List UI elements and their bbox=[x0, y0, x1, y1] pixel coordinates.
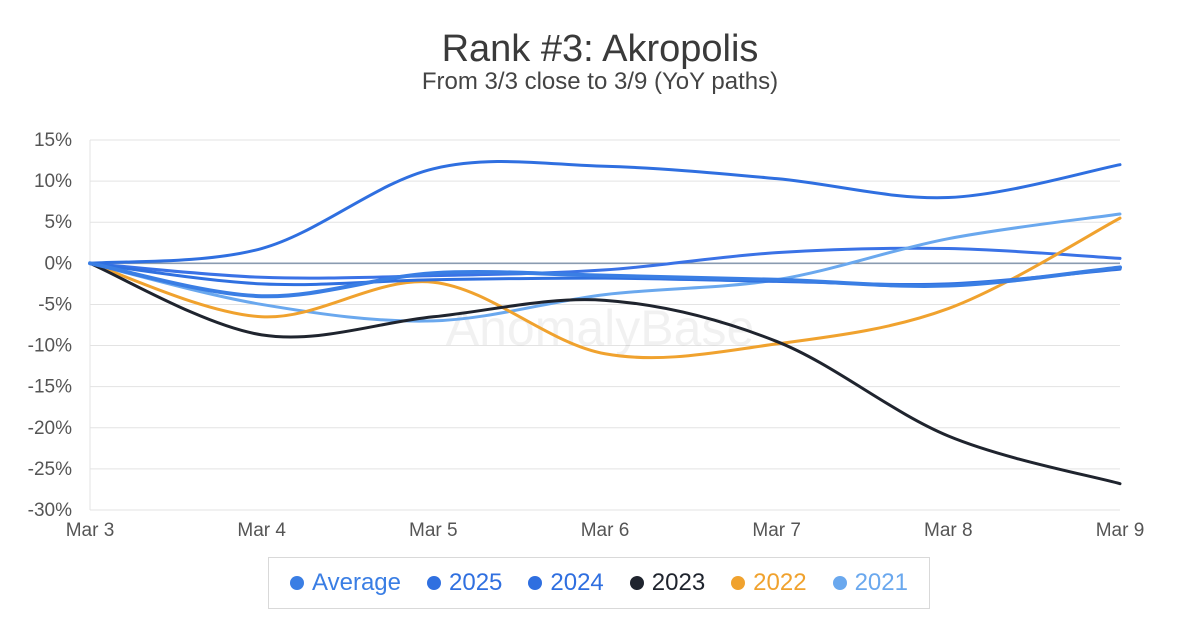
legend-marker-icon bbox=[731, 576, 746, 590]
series-line-average bbox=[88, 261, 1122, 299]
legend-label: 2022 bbox=[753, 569, 807, 596]
legend-item-2024[interactable]: 2024 bbox=[528, 569, 604, 597]
legend-label: 2023 bbox=[651, 569, 706, 596]
legend-item-2021[interactable]: 2021 bbox=[832, 569, 908, 597]
legend-item-2022[interactable]: 2022 bbox=[731, 569, 807, 597]
x-tick-label: Mar 3 bbox=[66, 520, 115, 541]
y-axis-labels: 15% 10% 5% 0% -5% -10% -15% -20% -25% -30% bbox=[28, 130, 72, 521]
y-tick-label: -30% bbox=[28, 500, 72, 521]
series-line-2022 bbox=[88, 216, 1122, 360]
chart-title: Rank #3: Akropolis bbox=[441, 28, 759, 70]
legend-item-average[interactable]: Average bbox=[290, 569, 401, 597]
y-tick-label: -15% bbox=[28, 377, 72, 398]
y-tick-label: 0% bbox=[45, 253, 73, 274]
chart-subtitle: From 3/3 close to 3/9 (YoY paths) bbox=[421, 68, 779, 95]
x-tick-label: Mar 9 bbox=[1096, 520, 1145, 541]
y-tick-label: 5% bbox=[45, 212, 73, 233]
series-line-extra bbox=[88, 246, 1122, 280]
series-line-2021 bbox=[88, 212, 1122, 323]
legend-label: Average bbox=[312, 569, 401, 596]
y-tick-label: -5% bbox=[38, 294, 72, 315]
x-tick-label: Mar 8 bbox=[924, 520, 973, 541]
x-tick-label: Mar 7 bbox=[752, 520, 801, 541]
y-tick-label: -25% bbox=[28, 459, 72, 480]
x-axis-labels: Mar 3 Mar 4 Mar 5 Mar 6 Mar 7 Mar 8 Mar 9 bbox=[66, 520, 1145, 541]
legend: Average 2025 2024 2023 2022 2021 bbox=[268, 557, 930, 609]
y-tick-label: -10% bbox=[28, 336, 72, 357]
legend-marker-icon bbox=[629, 576, 644, 590]
series-line-2024 bbox=[88, 160, 1122, 265]
legend-marker-icon bbox=[832, 576, 847, 590]
legend-label: 2021 bbox=[854, 569, 908, 596]
legend-marker-icon bbox=[290, 576, 305, 590]
y-tick-label: -20% bbox=[28, 418, 72, 439]
legend-marker-icon bbox=[427, 576, 441, 590]
series-line-2023 bbox=[88, 261, 1122, 486]
x-tick-label: Mar 5 bbox=[409, 520, 458, 541]
legend-marker-icon bbox=[528, 576, 543, 590]
legend-item-2025[interactable]: 2025 bbox=[427, 569, 502, 597]
series-lines bbox=[88, 160, 1122, 486]
y-tick-label: 15% bbox=[34, 130, 72, 151]
x-tick-label: Mar 6 bbox=[581, 520, 630, 541]
legend-item-2023[interactable]: 2023 bbox=[629, 569, 706, 597]
legend-label: 2024 bbox=[550, 569, 604, 596]
x-tick-label: Mar 4 bbox=[237, 520, 286, 541]
y-tick-label: 10% bbox=[34, 171, 72, 192]
legend-label: 2025 bbox=[449, 569, 503, 596]
